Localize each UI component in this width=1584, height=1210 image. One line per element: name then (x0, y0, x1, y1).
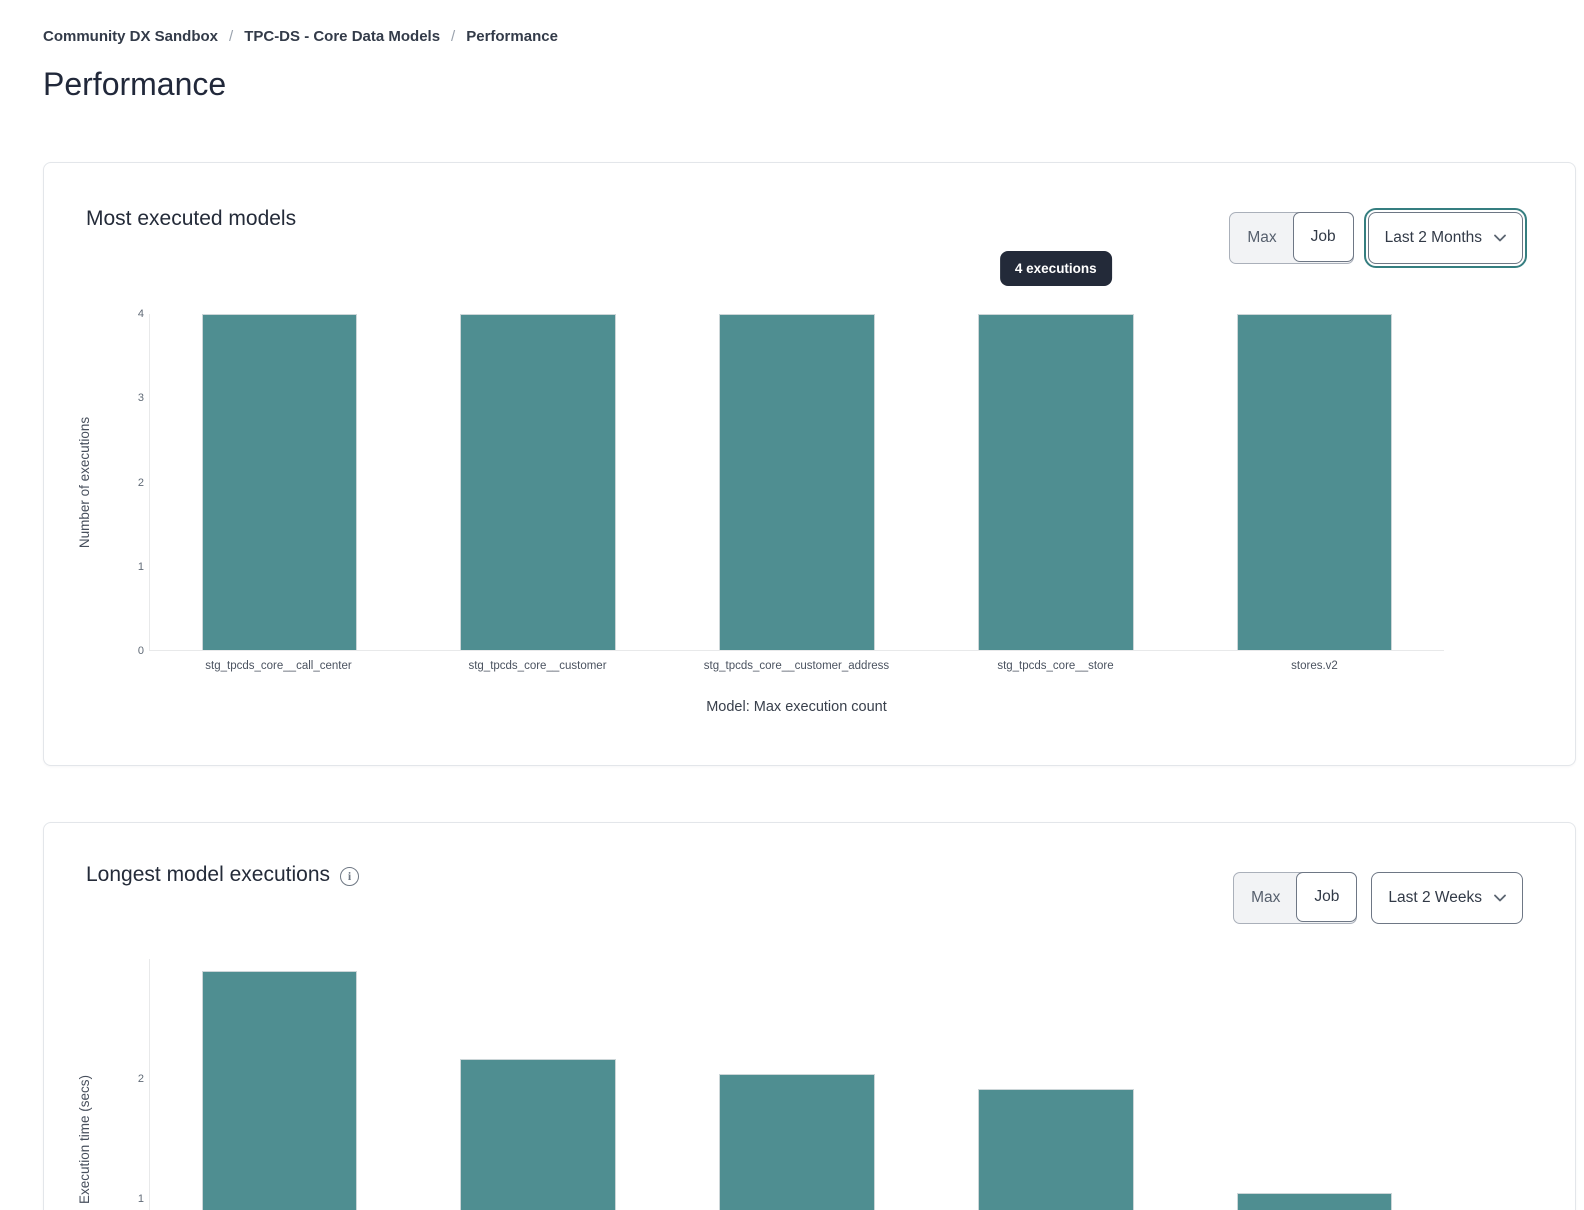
x-category-label: stores.v2 (1291, 660, 1338, 672)
aggregation-toggle: Max Job (1229, 212, 1354, 264)
plot-area: 4 executions (149, 251, 1444, 651)
bar-slot (1185, 314, 1444, 650)
bar[interactable] (1236, 314, 1393, 650)
bar[interactable] (460, 1058, 617, 1210)
bars-area (150, 314, 1444, 650)
breadcrumb-item-project[interactable]: TPC-DS - Core Data Models (244, 28, 441, 45)
bar-slot (150, 314, 409, 650)
longest-model-executions-card: Longest model executions i Max Job Last … (43, 822, 1576, 1210)
time-range-value: Last 2 Weeks (1388, 889, 1482, 906)
info-icon[interactable]: i (340, 866, 359, 886)
x-category-label: stg_tpcds_core__call_center (205, 660, 352, 672)
bar[interactable] (201, 314, 358, 650)
page-title: Performance (43, 66, 227, 102)
bar[interactable] (719, 1074, 875, 1210)
breadcrumb-item-current: Performance (466, 28, 558, 45)
bar-slot (668, 959, 927, 1210)
chevron-down-icon (1494, 894, 1506, 902)
x-category-label: stg_tpcds_core__customer_address (703, 660, 890, 672)
x-category-label: stg_tpcds_core__store (997, 660, 1114, 672)
bar-slot (409, 314, 668, 650)
x-labels: stg_tpcds_core__call_center stg_tpcds_cor… (149, 660, 1444, 672)
bar-slot (926, 314, 1185, 650)
card-title-longest-executions: Longest model executions (86, 863, 330, 886)
time-range-dropdown[interactable]: Last 2 Months (1363, 208, 1528, 268)
bar[interactable] (201, 971, 358, 1210)
plot-area (149, 959, 1444, 1210)
y-tick-label: 2 (137, 1073, 144, 1085)
breadcrumb-separator: / (229, 28, 234, 45)
bar[interactable] (977, 314, 1134, 650)
chart-controls: Max Job Last 2 Weeks (1233, 872, 1523, 924)
bar[interactable] (977, 1088, 1134, 1210)
max-toggle-button[interactable]: Max (1234, 873, 1297, 923)
time-range-dropdown[interactable]: Last 2 Weeks (1371, 872, 1523, 924)
y-tick-label: 1 (137, 1193, 144, 1205)
bar-slot (926, 959, 1185, 1210)
bar-slot (409, 959, 668, 1210)
job-toggle-button[interactable]: Job (1296, 872, 1358, 922)
chart-tooltip: 4 executions (999, 251, 1112, 286)
most-executed-models-card: Most executed models Max Job Last 2 Mont… (43, 162, 1576, 766)
card-title-most-executed: Most executed models (86, 207, 297, 230)
bar[interactable] (1236, 1193, 1393, 1210)
chart-controls: Max Job Last 2 Months (1229, 208, 1528, 268)
time-range-value: Last 2 Months (1384, 229, 1482, 246)
job-toggle-button[interactable]: Job (1292, 212, 1354, 262)
y-axis-ticks: 0 1 2 3 4 (44, 308, 144, 657)
bar-slot (1185, 959, 1444, 1210)
y-tick-label: 1 (137, 560, 144, 573)
y-tick-label: 3 (137, 392, 144, 405)
y-tick-label: 4 (137, 308, 144, 320)
max-toggle-button[interactable]: Max (1230, 213, 1293, 263)
bar[interactable] (719, 314, 875, 650)
aggregation-toggle: Max Job (1233, 872, 1358, 924)
bar-slot (668, 314, 927, 650)
bar[interactable] (460, 314, 617, 650)
breadcrumb: Community DX Sandbox / TPC-DS - Core Dat… (43, 28, 558, 45)
y-tick-label: 2 (137, 476, 144, 489)
breadcrumb-item-account[interactable]: Community DX Sandbox (43, 28, 219, 45)
y-tick-label: 0 (137, 645, 144, 657)
x-category-label: stg_tpcds_core__customer (468, 660, 607, 672)
bar-slot (150, 959, 409, 1210)
x-axis-title: Model: Max execution count (706, 699, 887, 715)
breadcrumb-separator: / (451, 28, 456, 45)
chevron-down-icon (1494, 234, 1506, 242)
bars-area (150, 959, 1444, 1210)
